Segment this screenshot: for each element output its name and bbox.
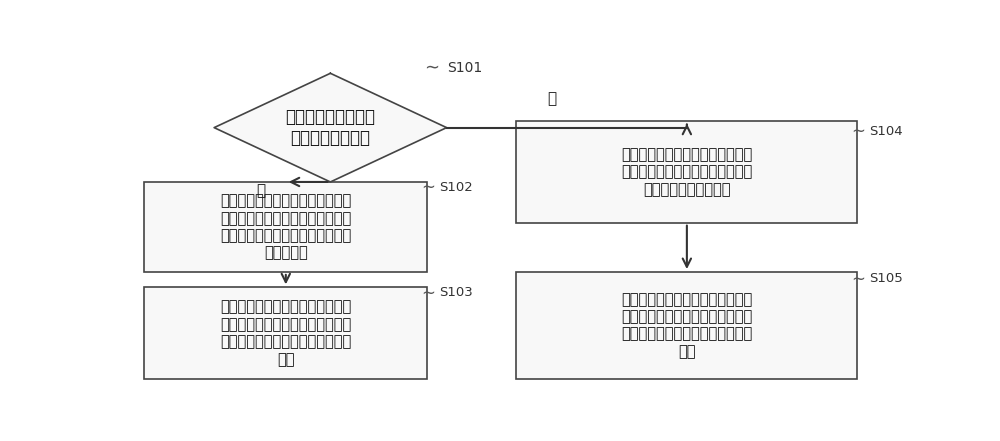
- Text: 是: 是: [547, 91, 556, 106]
- Text: 按照第一预设检测次序对所述第一
待检测区域内的各部件进行检测，
确定出所述第一待检测区域内的故
障点: 按照第一预设检测次序对所述第一 待检测区域内的各部件进行检测， 确定出所述第一待…: [220, 299, 351, 366]
- FancyBboxPatch shape: [516, 272, 857, 379]
- Text: ∼: ∼: [851, 270, 865, 288]
- FancyBboxPatch shape: [144, 182, 427, 272]
- FancyBboxPatch shape: [516, 121, 857, 223]
- Text: S102: S102: [439, 180, 473, 194]
- Text: S103: S103: [439, 286, 473, 299]
- Text: 确定包含整流电源操作板、断路器
常开辅助接点、分闸线圈、气压低
闭锁和直流电源的电路区域为第一
待检测区域: 确定包含整流电源操作板、断路器 常开辅助接点、分闸线圈、气压低 闭锁和直流电源的…: [220, 193, 351, 261]
- Text: 否: 否: [256, 183, 265, 198]
- Text: 按照第二预设检测次序对所述第二
待检测区域内的各部件进行检测，
确定出所述第二待检测区域内的故
障点: 按照第二预设检测次序对所述第二 待检测区域内的各部件进行检测， 确定出所述第二待…: [621, 292, 753, 359]
- Text: S104: S104: [869, 124, 903, 138]
- Text: S105: S105: [869, 272, 903, 285]
- Polygon shape: [214, 73, 447, 182]
- Text: S101: S101: [447, 61, 482, 75]
- Text: 确定包含合分闸控制开关、远方就
地转换开关、微机保护装置的电路
区域为第二待检测区域: 确定包含合分闸控制开关、远方就 地转换开关、微机保护装置的电路 区域为第二待检测…: [621, 147, 753, 197]
- Text: ∼: ∼: [424, 59, 439, 77]
- Text: 检测断路器合闸位置
监视红灯是否点亮: 检测断路器合闸位置 监视红灯是否点亮: [285, 108, 375, 147]
- Text: ∼: ∼: [421, 283, 435, 301]
- Text: ∼: ∼: [851, 122, 865, 140]
- Text: ∼: ∼: [421, 178, 435, 196]
- FancyBboxPatch shape: [144, 287, 427, 379]
